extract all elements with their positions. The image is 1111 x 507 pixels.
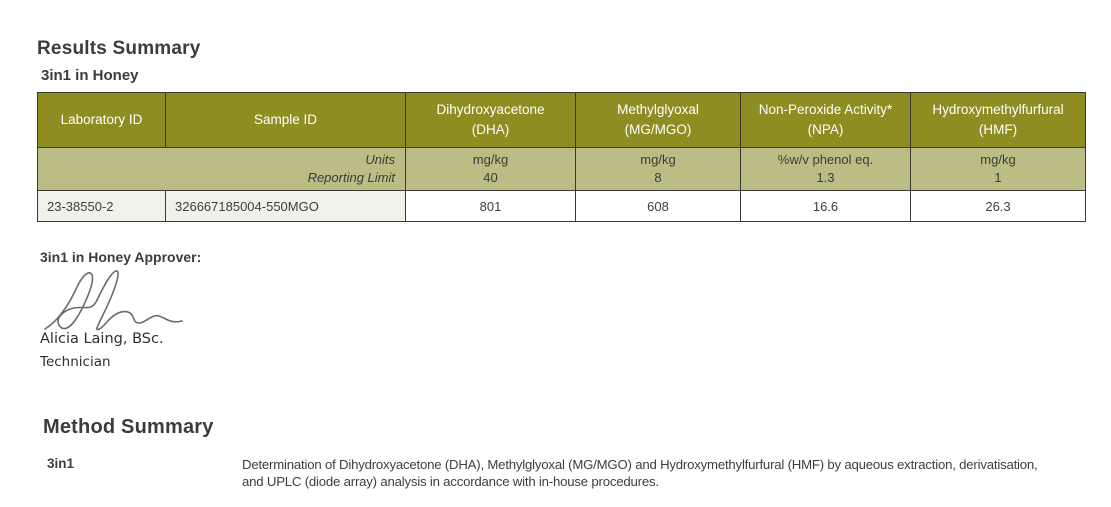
mgo-result-cell: 608 — [575, 190, 741, 222]
signature-image — [44, 270, 183, 331]
unit-value: mg/kg — [472, 151, 509, 167]
column-header-laboratory-id: Laboratory ID — [37, 92, 166, 148]
table-header-row: Laboratory ID Sample ID Dihydroxyacetone… — [37, 92, 1086, 148]
npa-result-cell: 16.6 — [740, 190, 911, 222]
table-row: 23-38550-2 326667185004-550MGO 801 608 1… — [37, 190, 1086, 222]
reporting-limit-value: 1.3 — [816, 170, 835, 185]
column-header-mgo: Methylglyoxal (MG/MGO) — [575, 92, 741, 148]
laboratory-id-cell: 23-38550-2 — [37, 190, 166, 222]
header-line: (HMF) — [978, 122, 1018, 137]
results-summary-heading: Results Summary — [37, 38, 201, 59]
table-title: 3in1 in Honey — [41, 67, 139, 84]
units-row-label: Units Reporting Limit — [37, 147, 406, 191]
method-summary-heading: Method Summary — [43, 416, 214, 438]
unit-value: mg/kg — [640, 151, 676, 167]
dha-result-cell: 801 — [405, 190, 576, 222]
reporting-limit-label-line: Reporting Limit — [307, 170, 395, 185]
units-cell-hmf: mg/kg 1 — [910, 147, 1086, 191]
header-line: (NPA) — [807, 122, 844, 137]
units-cell-dha: mg/kg 40 — [405, 147, 576, 191]
report-page: Results Summary 3in1 in Honey Laboratory… — [37, 38, 1111, 491]
header-line: Dihydroxyacetone — [436, 102, 545, 118]
units-reporting-limit-row: Units Reporting Limit mg/kg 40 mg/kg 8 %… — [37, 147, 1086, 191]
sample-id-cell: 326667185004-550MGO — [165, 190, 406, 222]
reporting-limit-value: 1 — [994, 170, 1002, 185]
header-line: Laboratory ID — [60, 112, 143, 128]
header-line: (DHA) — [471, 122, 510, 137]
header-line: Sample ID — [253, 112, 318, 128]
header-line: Hydroxymethylfurfural — [932, 102, 1064, 118]
approver-name: Alicia Laing, BSc. — [40, 331, 164, 347]
approver-role: Technician — [40, 354, 111, 370]
header-line: Non-Peroxide Activity* — [758, 102, 893, 118]
results-table: Laboratory ID Sample ID Dihydroxyacetone… — [37, 92, 1086, 222]
method-name: 3in1 — [47, 456, 75, 471]
units-cell-npa: %w/v phenol eq. 1.3 — [740, 147, 911, 191]
header-line: Methylglyoxal — [617, 102, 699, 118]
unit-value: mg/kg — [980, 151, 1016, 167]
hmf-result-cell: 26.3 — [910, 190, 1086, 222]
column-header-hmf: Hydroxymethylfurfural (HMF) — [910, 92, 1086, 148]
column-header-sample-id: Sample ID — [165, 92, 406, 148]
units-cell-mgo: mg/kg 8 — [575, 147, 741, 191]
column-header-npa: Non-Peroxide Activity* (NPA) — [740, 92, 911, 148]
reporting-limit-value: 40 — [483, 170, 498, 185]
method-row: 3in1 Determination of Dihydroxyacetone (… — [47, 456, 1111, 491]
reporting-limit-value: 8 — [654, 170, 662, 185]
column-header-dha: Dihydroxyacetone (DHA) — [405, 92, 576, 148]
header-line: (MG/MGO) — [624, 122, 692, 137]
unit-value: %w/v phenol eq. — [777, 151, 874, 167]
approver-label: 3in1 in Honey Approver: — [40, 249, 202, 265]
method-description: Determination of Dihydroxyacetone (DHA),… — [242, 457, 1038, 490]
units-label-line: Units — [365, 151, 395, 167]
